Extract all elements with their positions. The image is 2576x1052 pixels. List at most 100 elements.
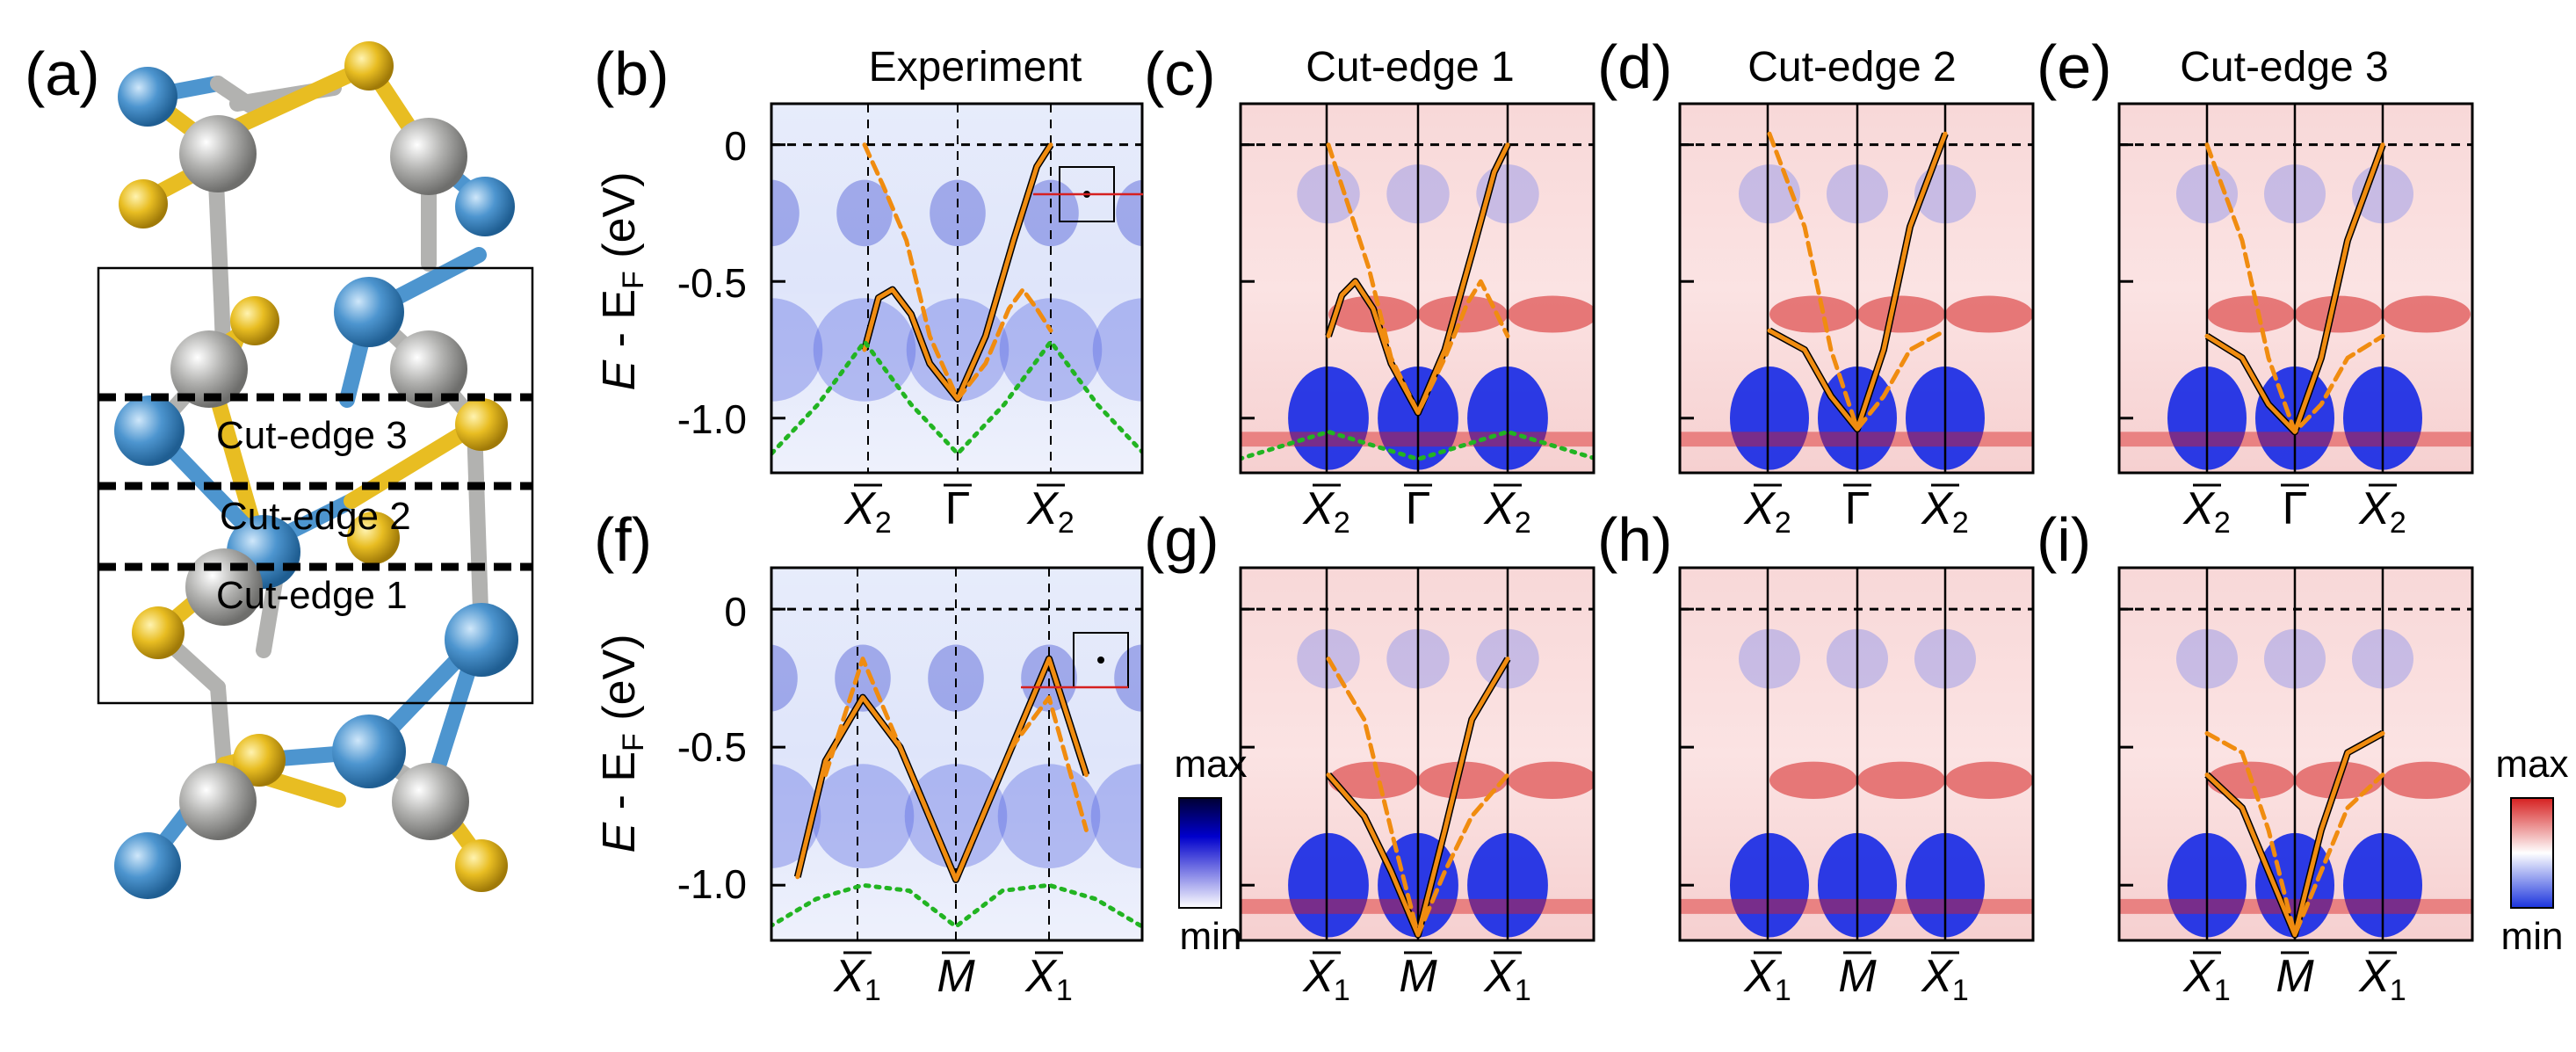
band-curve-orange-dashed [2204,142,2385,434]
spectral-lobe [1116,179,1142,247]
cut-edge-2-label: Cut-edge 2 [220,495,411,538]
band-curve-orange-dashed [823,657,1089,882]
band-panels: X2 Γ X2 X2 Γ X2 X2 Γ X2 X2 Γ X2 X1 M X1 X1 M X1 X1 M X1 X1 M X1 [770,102,2474,1007]
k-label-x: X2 [1026,483,1075,540]
band-curve-orange-dashed [1326,142,1510,416]
k-label-gamma: Γ [2283,483,2308,534]
panel-i: X1 M X1 [2117,566,2474,1007]
panel-frame [1678,102,2035,475]
band-curve-orange-dashed [2204,730,2385,938]
atom-yellow [132,606,185,659]
heatmap-body [1241,568,1594,940]
k-label-x: X1 [1921,951,1969,1007]
panel-frame [770,566,1144,942]
k-label-x: X2 [2182,483,2231,540]
colorbar-rb-max: max [2495,743,2568,786]
spectral-lobe [1023,179,1079,247]
atom-blue [114,395,185,466]
colorbar-rb-gradient [2510,797,2554,909]
ytick-b-1: -0.5 [677,260,747,306]
heatmap-body [2119,104,2472,473]
panel-label-h: (h) [1597,505,1673,574]
panel-f: X1 M X1 [770,566,1144,1007]
band-lobe-red [1945,761,2033,800]
panel-label-a: (a) [25,40,100,108]
band-curve-green-dotted [771,339,1142,456]
panel-d: X2 Γ X2 [1678,102,2035,540]
colorbar-blue-max: max [1174,743,1247,786]
band-lobe-blue [1730,366,1809,470]
k-label-x: X2 [1302,483,1350,540]
atom-yellow [347,511,400,564]
band-curve-orange-dashed [1767,131,1948,432]
k-label-x: X1 [2358,951,2406,1007]
title-c: Cut-edge 1 [1306,44,1515,91]
ylabel-sub: F [617,733,650,751]
spectral-lobe [771,179,800,247]
k-label-gamma: Γ [1845,483,1870,534]
band-lobe-red [1857,761,1945,800]
svg-text:E - EF (eV): E - EF (eV) [594,171,650,390]
panel-label-e: (e) [2037,33,2112,101]
k-label-x: X2 [2358,483,2406,540]
band-curve-green-dotted [1241,429,1594,461]
k-label-x: X1 [833,951,881,1007]
panel-h: X1 M X1 [1678,566,2035,1007]
panel-frame [2117,102,2474,475]
k-label-gamma: Γ [1406,483,1431,534]
atom-blue [118,67,177,127]
title-d: Cut-edge 2 [1747,44,1957,91]
spectral-lobe [1090,764,1142,869]
title-e: Cut-edge 3 [2180,44,2389,91]
atom-blue [332,715,406,788]
band-lobe-blue [1288,366,1369,470]
band-curve-green-dotted [771,882,1142,929]
atom-yellow [119,179,168,229]
heatmap-body [1680,568,2033,940]
band-lobe-red [1769,761,1857,800]
band-lobe-red [2383,295,2471,333]
panel-frame [1678,566,2035,942]
band-lobe-blue [1288,832,1369,938]
panel-frame [770,102,1144,475]
y-axis-label-top: E - EF (eV) [594,171,650,390]
band-lobe-blue [1730,832,1809,938]
ytick-f-1: -0.5 [677,724,747,770]
band-lobe-blue [1739,628,1800,689]
heatmap-body [1680,104,2033,473]
k-label-x: X2 [1483,483,1531,540]
colorbar-redblue: max min [2495,743,2568,958]
band-lobe-red [1418,761,1508,800]
atom-gray [390,330,467,408]
k-label-m: M [1838,951,1877,1002]
band-lobe-red [1857,295,1945,333]
colorbar-blue: max min [1174,743,1247,958]
heatmap-body [771,568,1142,940]
atom-gray [390,118,467,195]
atom-yellow [455,839,508,892]
atom-gray [179,115,257,192]
panel-label-b: (b) [594,40,669,108]
atom-yellow [230,296,279,345]
cut-edge-3-label: Cut-edge 3 [216,414,408,457]
k-label-x: X1 [1743,951,1791,1007]
k-label-m: M [2276,951,2314,1002]
panel-label-g: (g) [1144,505,1219,574]
k-label-x: X1 [1024,951,1073,1007]
ylabel-e: E [594,359,645,391]
k-label-m: M [1399,951,1437,1002]
spectral-lobe [904,764,1008,869]
spectral-lobe [930,179,986,247]
panel-label-d: (d) [1597,33,1673,101]
k-label-x: X2 [1921,483,1969,540]
k-label-x: X1 [1483,951,1531,1007]
heatmap-body [1241,104,1594,473]
band-lobe-red [2383,761,2471,800]
atom-yellow [455,398,508,451]
spectral-lobe [771,298,823,402]
structure-atoms [114,41,518,899]
ytick-b-0: 0 [724,123,747,169]
k-label-gamma: Γ [945,483,971,534]
panel-label-c: (c) [1144,40,1216,108]
atom-gray [179,763,257,840]
